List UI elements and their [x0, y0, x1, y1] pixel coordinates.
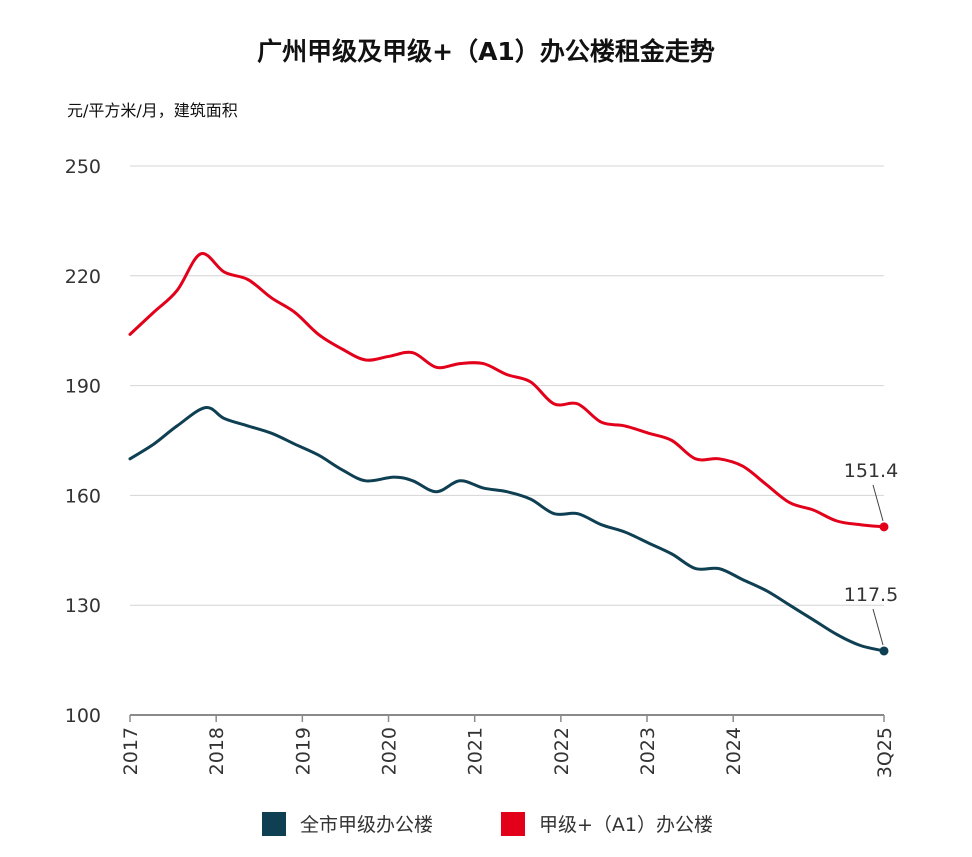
chart-title: 广州甲级及甲级+（A1）办公楼租金走势: [257, 37, 715, 66]
legend-swatch-a1: [501, 811, 525, 836]
legend: 全市甲级办公楼 甲级+（A1）办公楼: [0, 810, 972, 844]
x-tick-label-2018: 2018: [206, 727, 228, 775]
legend-label-a1: 甲级+（A1）办公楼: [539, 814, 714, 836]
y-tick-label-130: 130: [65, 595, 101, 617]
y-axis-ticks: 100 130 160 190 220 250: [65, 156, 101, 727]
series-lines: [128, 252, 886, 653]
end-label-leader-0: [872, 608, 884, 646]
legend-item-a1: 甲级+（A1）办公楼: [501, 810, 713, 837]
x-tick-label-2017: 2017: [120, 727, 142, 775]
grid-lines: [130, 165, 884, 716]
y-axis-unit-label: 元/平方米/月，建筑面积: [67, 101, 238, 120]
end-marker-0: [879, 646, 889, 656]
end-marker-1: [879, 522, 889, 532]
end-label-leader-1: [872, 484, 884, 522]
x-tick-label-2021: 2021: [465, 727, 487, 775]
end-value-label-0: 117.5: [844, 584, 898, 606]
x-tick-label-2019: 2019: [292, 727, 314, 775]
x-tick-label-2024: 2024: [723, 727, 745, 775]
y-tick-label-190: 190: [65, 376, 101, 398]
series-line-0: [128, 406, 886, 653]
series-line-1: [128, 252, 886, 529]
x-tick-label-3Q25: 3Q25: [874, 727, 896, 778]
y-tick-label-100: 100: [65, 705, 101, 727]
end-value-label-1: 151.4: [844, 460, 898, 482]
x-axis-ticks: 2017 2018 2019 2020 2021 2022 2023 2024 3Q25: [120, 715, 896, 778]
end-markers: 117.5 151.4: [844, 460, 898, 656]
x-tick-label-2023: 2023: [637, 727, 659, 775]
x-tick-label-2020: 2020: [379, 727, 401, 775]
legend-swatch-citywide: [262, 811, 286, 836]
legend-item-citywide: 全市甲级办公楼: [262, 810, 433, 837]
y-tick-label-160: 160: [65, 485, 101, 507]
legend-label-citywide: 全市甲级办公楼: [300, 814, 434, 836]
y-tick-label-250: 250: [65, 156, 101, 178]
x-tick-label-2022: 2022: [551, 727, 573, 775]
y-tick-label-220: 220: [65, 266, 101, 288]
